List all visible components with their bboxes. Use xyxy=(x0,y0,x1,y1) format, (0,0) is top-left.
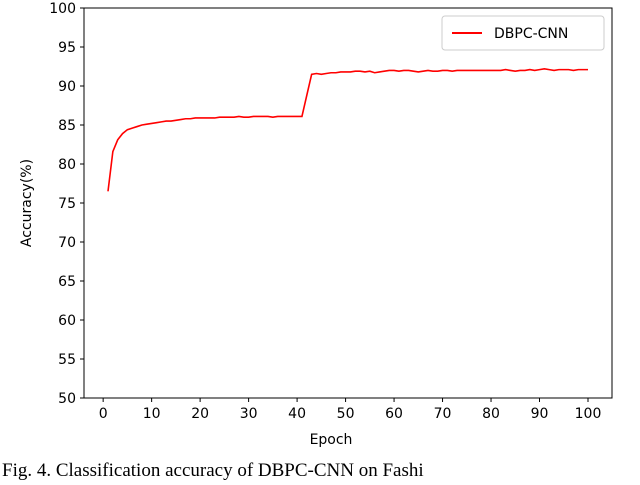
y-tick-label: 65 xyxy=(58,274,76,290)
x-tick-label: 60 xyxy=(385,406,403,422)
caption: Fig. 4. Classification accuracy of DBPC-… xyxy=(2,460,424,481)
x-tick-label: 40 xyxy=(288,406,306,422)
y-tick-label: 90 xyxy=(58,79,76,95)
y-tick-label: 85 xyxy=(58,118,76,134)
legend-label: DBPC-CNN xyxy=(494,26,568,42)
x-tick-label: 90 xyxy=(531,406,549,422)
x-tick-label: 100 xyxy=(575,406,602,422)
y-axis-label: Accuracy(%) xyxy=(19,159,35,247)
y-tick-label: 75 xyxy=(58,196,76,212)
x-tick-label: 30 xyxy=(240,406,258,422)
y-tick-label: 55 xyxy=(58,352,76,368)
x-tick-label: 50 xyxy=(337,406,355,422)
y-tick-label: 70 xyxy=(58,235,76,251)
x-axis-label: Epoch xyxy=(310,432,353,448)
data-line xyxy=(107,68,588,192)
x-tick-label: 0 xyxy=(99,406,108,422)
y-tick-label: 100 xyxy=(49,1,76,17)
y-tick-label: 60 xyxy=(58,313,76,329)
x-tick-label: 70 xyxy=(434,406,452,422)
y-tick-label: 80 xyxy=(58,157,76,173)
y-tick-label: 95 xyxy=(58,40,76,56)
x-tick-label: 20 xyxy=(191,406,209,422)
x-tick-label: 10 xyxy=(143,406,161,422)
x-tick-label: 80 xyxy=(482,406,500,422)
y-tick-label: 50 xyxy=(58,391,76,407)
legend-box xyxy=(441,15,605,51)
plot-frame xyxy=(83,7,613,399)
